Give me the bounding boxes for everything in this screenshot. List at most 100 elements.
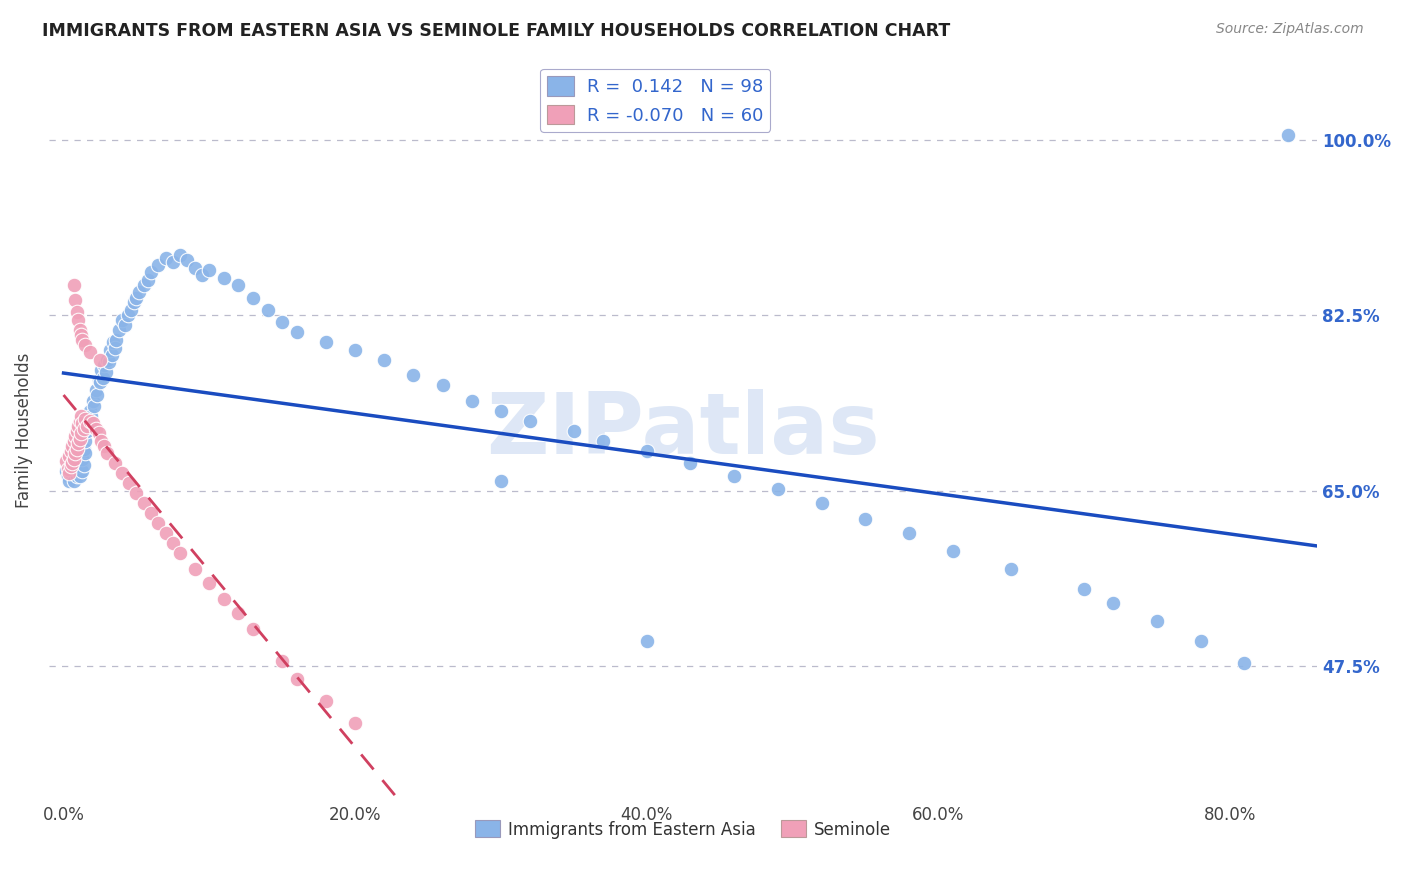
Point	[120, 303, 142, 318]
Point	[56, 461, 79, 475]
Point	[114, 318, 136, 333]
Point	[679, 456, 702, 470]
Text: IMMIGRANTS FROM EASTERN ASIA VS SEMINOLE FAMILY HOUSEHOLDS CORRELATION CHART: IMMIGRANTS FROM EASTERN ASIA VS SEMINOLE…	[42, 22, 950, 40]
Point	[67, 313, 90, 327]
Point	[122, 295, 145, 310]
Point	[66, 424, 89, 438]
Point	[1233, 657, 1256, 671]
Point	[128, 285, 150, 300]
Point	[1277, 128, 1299, 142]
Point	[155, 251, 177, 265]
Point	[93, 359, 115, 373]
Point	[84, 384, 107, 398]
Point	[93, 439, 115, 453]
Point	[853, 512, 876, 526]
Point	[155, 525, 177, 540]
Point	[212, 592, 235, 607]
Point	[58, 466, 80, 480]
Point	[89, 353, 111, 368]
Point	[169, 546, 191, 560]
Point	[80, 409, 103, 423]
Point	[256, 303, 278, 318]
Point	[67, 418, 90, 433]
Point	[66, 468, 89, 483]
Point	[139, 506, 162, 520]
Point	[198, 576, 221, 591]
Point	[191, 268, 214, 282]
Point	[63, 445, 86, 459]
Point	[125, 291, 148, 305]
Point	[562, 424, 585, 438]
Point	[148, 258, 170, 272]
Point	[89, 376, 111, 390]
Point	[118, 475, 141, 490]
Point	[75, 434, 97, 448]
Point	[242, 622, 264, 636]
Point	[105, 334, 128, 348]
Point	[79, 413, 101, 427]
Point	[271, 654, 294, 668]
Point	[91, 371, 114, 385]
Point	[72, 334, 94, 348]
Point	[69, 323, 91, 337]
Point	[162, 255, 184, 269]
Point	[69, 468, 91, 483]
Point	[1189, 634, 1212, 648]
Point	[117, 308, 139, 322]
Point	[132, 278, 155, 293]
Point	[1102, 596, 1125, 610]
Point	[315, 694, 337, 708]
Point	[169, 248, 191, 262]
Point	[96, 353, 118, 368]
Point	[315, 335, 337, 350]
Point	[79, 345, 101, 359]
Point	[58, 461, 80, 475]
Y-axis label: Family Households: Family Households	[15, 353, 32, 508]
Point	[636, 443, 658, 458]
Point	[898, 525, 921, 540]
Point	[58, 449, 80, 463]
Point	[242, 291, 264, 305]
Point	[810, 496, 832, 510]
Point	[84, 421, 107, 435]
Point	[285, 672, 308, 686]
Point	[148, 516, 170, 530]
Point	[72, 464, 94, 478]
Point	[70, 458, 93, 473]
Point	[344, 343, 367, 358]
Point	[1073, 582, 1095, 596]
Point	[766, 482, 789, 496]
Point	[63, 450, 86, 465]
Point	[55, 453, 77, 467]
Point	[73, 442, 96, 456]
Point	[176, 253, 198, 268]
Point	[592, 434, 614, 448]
Point	[111, 466, 134, 480]
Point	[98, 343, 121, 358]
Point	[70, 445, 93, 459]
Point	[139, 265, 162, 279]
Point	[79, 403, 101, 417]
Point	[96, 445, 118, 459]
Point	[87, 374, 110, 388]
Point	[73, 458, 96, 472]
Point	[76, 424, 98, 438]
Point	[198, 263, 221, 277]
Point	[72, 451, 94, 466]
Point	[75, 445, 97, 459]
Point	[373, 353, 395, 368]
Point	[942, 544, 965, 558]
Point	[87, 425, 110, 440]
Point	[66, 305, 89, 319]
Point	[67, 464, 90, 478]
Point	[67, 435, 90, 450]
Point	[184, 261, 207, 276]
Point	[90, 363, 112, 377]
Point	[70, 409, 93, 423]
Point	[72, 416, 94, 430]
Point	[59, 458, 82, 473]
Legend: Immigrants from Eastern Asia, Seminole: Immigrants from Eastern Asia, Seminole	[468, 814, 898, 846]
Point	[108, 323, 131, 337]
Point	[63, 428, 86, 442]
Point	[77, 418, 100, 433]
